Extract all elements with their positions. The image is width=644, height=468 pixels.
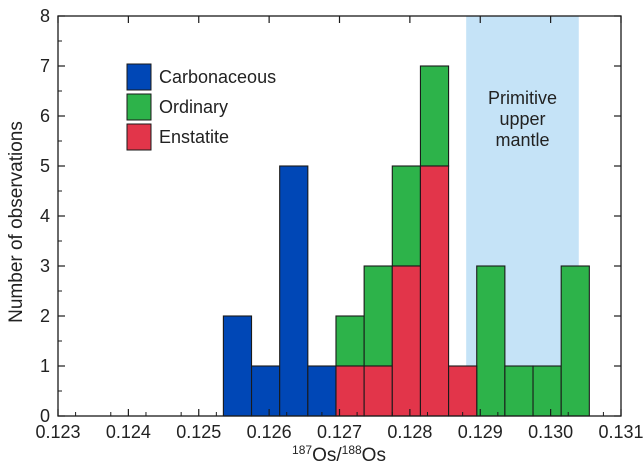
bar-enstatite	[363, 365, 393, 417]
bar-enstatite	[391, 265, 421, 417]
x-tick-label: 0.128	[387, 422, 432, 442]
bar-ordinary	[504, 365, 534, 417]
legend-label-carbonaceous: Carbonaceous	[159, 67, 276, 87]
y-tick-label: 8	[40, 6, 50, 26]
y-tick-label: 2	[40, 306, 50, 326]
bar-ordinary	[419, 65, 450, 167]
x-axis-label: 187Os/188Os	[292, 443, 386, 466]
legend: Carbonaceous Ordinary Enstatite	[126, 63, 276, 151]
bar-ordinary	[391, 165, 421, 267]
x-tick-label: 0.123	[35, 422, 80, 442]
bar-carbonaceous	[279, 165, 309, 417]
bar-ordinary	[476, 265, 506, 417]
bar-ordinary	[363, 265, 393, 367]
bar-carbonaceous	[307, 365, 337, 417]
y-tick-label: 1	[40, 356, 50, 376]
legend-swatch-carbonaceous	[126, 63, 152, 91]
x-tick-label: 0.131	[598, 422, 643, 442]
x-tick-label: 0.130	[528, 422, 573, 442]
x-tick-label: 0.129	[458, 422, 503, 442]
y-tick-label: 3	[40, 256, 50, 276]
bars	[222, 65, 590, 417]
bar-carbonaceous	[250, 365, 281, 417]
y-tick-label: 7	[40, 56, 50, 76]
bar-carbonaceous	[222, 315, 253, 417]
x-tick-label: 0.126	[247, 422, 292, 442]
region-label-line: upper	[499, 109, 545, 129]
legend-label-enstatite: Enstatite	[159, 127, 229, 147]
y-tick-label: 6	[40, 106, 50, 126]
y-tick-label: 0	[40, 406, 50, 426]
bar-ordinary	[560, 265, 590, 417]
x-tick-label: 0.127	[317, 422, 362, 442]
bar-ordinary	[532, 365, 562, 417]
x-tick-label: 0.124	[106, 422, 151, 442]
y-tick-label: 5	[40, 156, 50, 176]
legend-label-ordinary: Ordinary	[159, 97, 228, 117]
y-tick-label: 4	[40, 206, 50, 226]
bar-enstatite	[335, 365, 365, 417]
legend-swatch-ordinary	[126, 93, 152, 121]
axes: 0.123 0.124 0.125 0.126 0.127 0.128 0.129 0.130…	[35, 6, 643, 442]
x-tick-label: 0.125	[176, 422, 221, 442]
region-label-line: Primitive	[488, 88, 557, 108]
bar-enstatite	[448, 365, 478, 417]
bar-ordinary	[335, 315, 365, 367]
y-axis-label: Number of observations	[6, 121, 27, 323]
legend-swatch-enstatite	[126, 123, 152, 151]
bar-enstatite	[419, 165, 450, 417]
region-label-line: mantle	[495, 130, 549, 150]
